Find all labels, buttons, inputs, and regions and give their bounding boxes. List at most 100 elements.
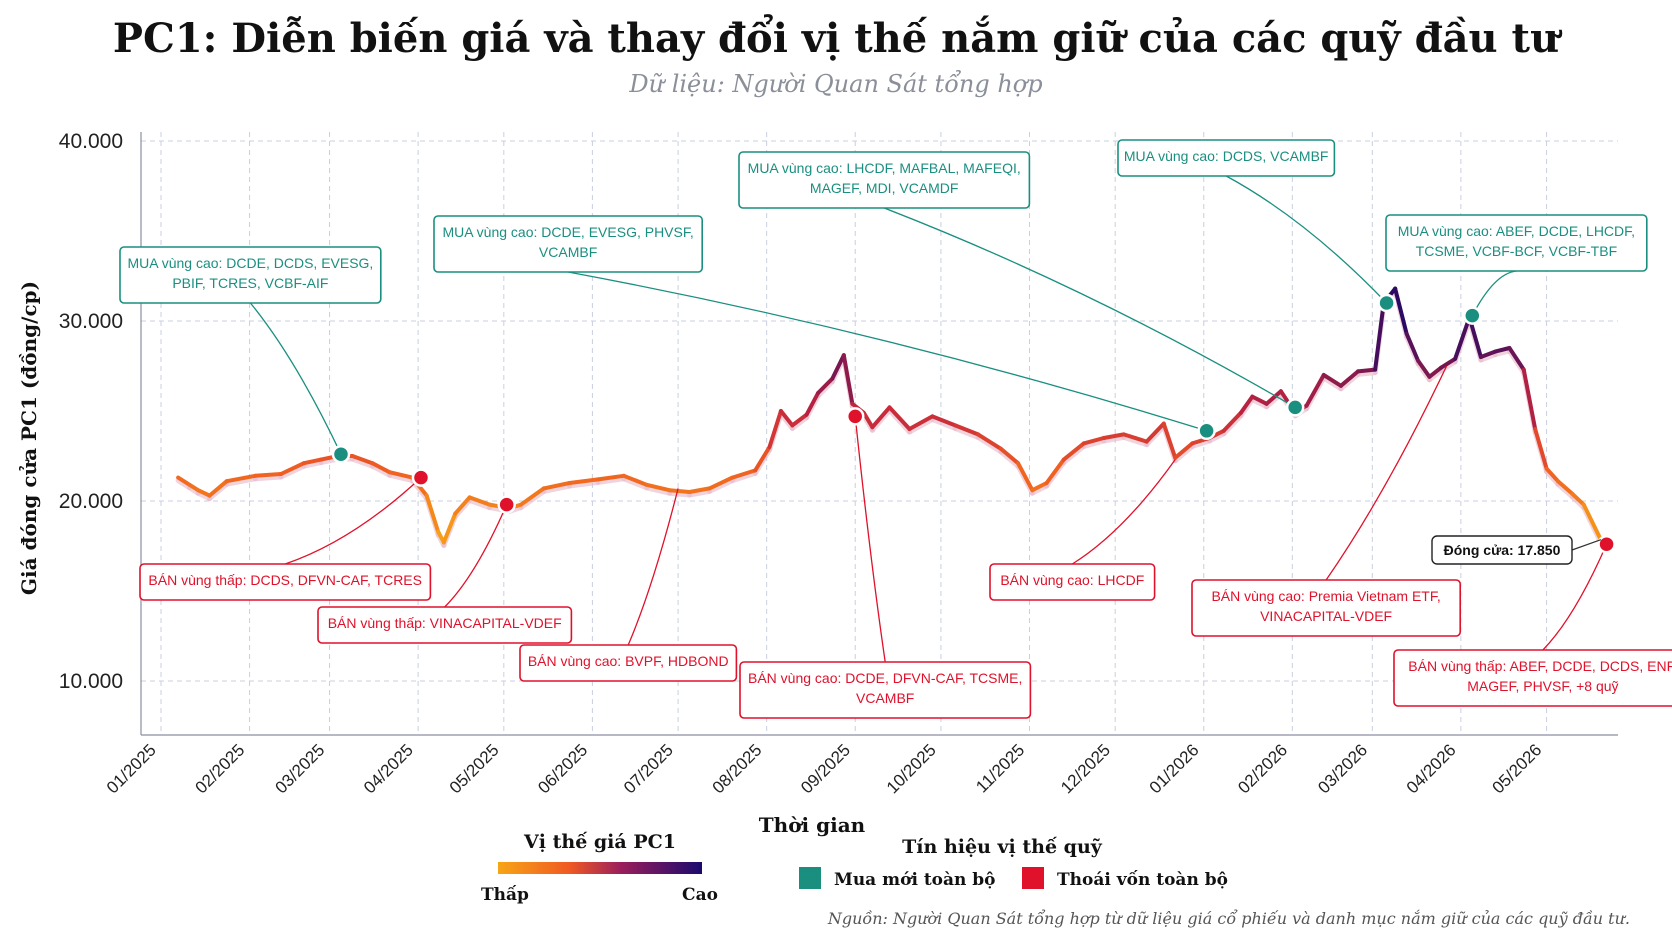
price-line-segment [350,454,375,466]
annotation-box [119,246,382,304]
price-line-segment [1556,479,1575,496]
price-line-segment [887,405,912,431]
x-ticks: 01/2025 02/2025 03/2025 04/2025 05/2025 06/20… [103,740,1545,797]
price-line-segment [1493,346,1512,354]
price-line-segment [1478,349,1498,359]
annotation-box [433,215,704,273]
annotation-leader [854,416,886,663]
price-line-shadow [1478,352,1498,363]
annotation-box [738,151,1031,209]
annotation-text: MAGEF, PHVSF, +8 quỹ [1467,678,1618,694]
price-line [175,286,1604,548]
price-line-shadow [301,460,324,469]
price-line-segment [830,353,846,381]
price-line-segment [1304,373,1326,408]
price-line-segment [196,488,212,498]
price-line-segment [816,376,835,395]
price-line-shadow [815,379,835,399]
annotation-text: VCAMBF [539,244,597,260]
price-line-segment [767,409,783,449]
price-line-shadow [667,490,693,498]
annotation-text: TCSME, VCBF-BCF, VCBF-TBF [1416,243,1617,259]
price-line-shadow [387,472,415,484]
x-tick-label: 02/2025 [192,740,249,797]
price-line-shadow [1101,434,1127,444]
price-line-segment [1081,436,1106,446]
price-line-segment [1427,365,1443,379]
legend-position: Vị thế giá PC1 Thấp Cao [481,831,718,905]
close-callout: Đóng cửa: 17.850 [1431,535,1602,565]
price-line-segment [467,495,492,507]
price-line-shadow [1264,391,1284,410]
price-line-segment [790,412,809,428]
price-line-segment [667,488,692,494]
price-line-segment [1016,461,1035,493]
price-line-segment [1061,441,1086,462]
price-line-segment [1121,432,1149,444]
x-tick-label: 03/2025 [271,740,328,797]
legend-gradient-low: Thấp [481,885,529,905]
x-tick-label: 10/2025 [883,740,940,797]
price-line-segment [176,475,192,487]
price-line-segment [387,470,415,480]
price-line-shadow [467,497,493,511]
annotation-box [1117,139,1336,177]
annotation-boxes: MUA vùng cao: DCDE, DCDS, EVESG, PBIF, TC… [119,139,1672,719]
price-line-segment [644,482,672,493]
price-line-shadow [1321,375,1344,392]
price-line-segment [870,405,892,430]
price-line-segment [687,486,712,494]
price-line-segment [1250,394,1269,406]
annotation-text: MUA vùng cao: DCDE, DCDS, EVESG, [127,255,373,271]
price-line-segment [1373,301,1386,372]
annotation-leader [627,488,679,646]
price-line-segment [1238,394,1255,415]
price-line-shadow [1172,443,1195,464]
price-line-shadow [621,476,650,491]
x-tick-label: 01/2026 [1146,740,1203,797]
buy-marker [1197,421,1216,441]
price-line-segment [1321,373,1343,388]
price-line-shadow [541,483,573,494]
price-line-shadow [207,481,230,502]
annotation-box [1393,649,1672,707]
annotation-box [739,661,1032,719]
price-line-segment [1438,356,1458,370]
annotation-leader [249,302,342,455]
legend-buy-swatch [799,867,821,889]
x-tick-label: 07/2025 [620,740,677,797]
price-line-segment [1544,466,1561,484]
price-line-segment [861,410,875,430]
annotation-text: BÁN vùng thấp: VINACAPITAL-VDEF [328,615,562,631]
price-line-shadow [729,470,758,484]
legend-gradient-title: Vị thế giá PC1 [523,831,676,853]
x-tick-label: 05/2025 [446,740,503,797]
annotation-text: BÁN vùng cao: DCDE, DFVN-CAF, TCSME, [748,670,1022,686]
annotation-box [1191,579,1462,637]
annotation-box [519,644,738,682]
price-line-shadow [1206,431,1227,444]
price-line-shadow [224,476,258,487]
legend-gradient-high: Cao [682,885,718,905]
price-line-shadow [1029,483,1050,496]
annotation-leader [567,271,1207,432]
price-line-shadow [1555,481,1575,500]
price-line-segment [441,511,458,545]
price-line-segment [567,477,601,485]
price-line-segment [1144,421,1166,444]
price-line-segment [804,391,821,417]
price-line-segment [1533,427,1549,471]
price-line-shadow [707,478,735,494]
price-line-shadow [349,456,375,469]
price-line-shadow [789,415,810,431]
annotation-text: MAGEF, MDI, VCAMDF [810,180,959,196]
x-tick-label: 01/2025 [103,740,160,797]
price-line-shadow [278,463,307,480]
annotation-text: BÁN vùng thấp: DCDS, DFVN-CAF, TCRES [148,572,422,588]
price-line-shadow [975,434,1004,455]
price-line-segment [1356,367,1378,374]
axes [140,132,1618,736]
annotation-leader [1071,459,1176,565]
annotation-box [989,563,1156,601]
price-line-segment [1338,369,1361,388]
